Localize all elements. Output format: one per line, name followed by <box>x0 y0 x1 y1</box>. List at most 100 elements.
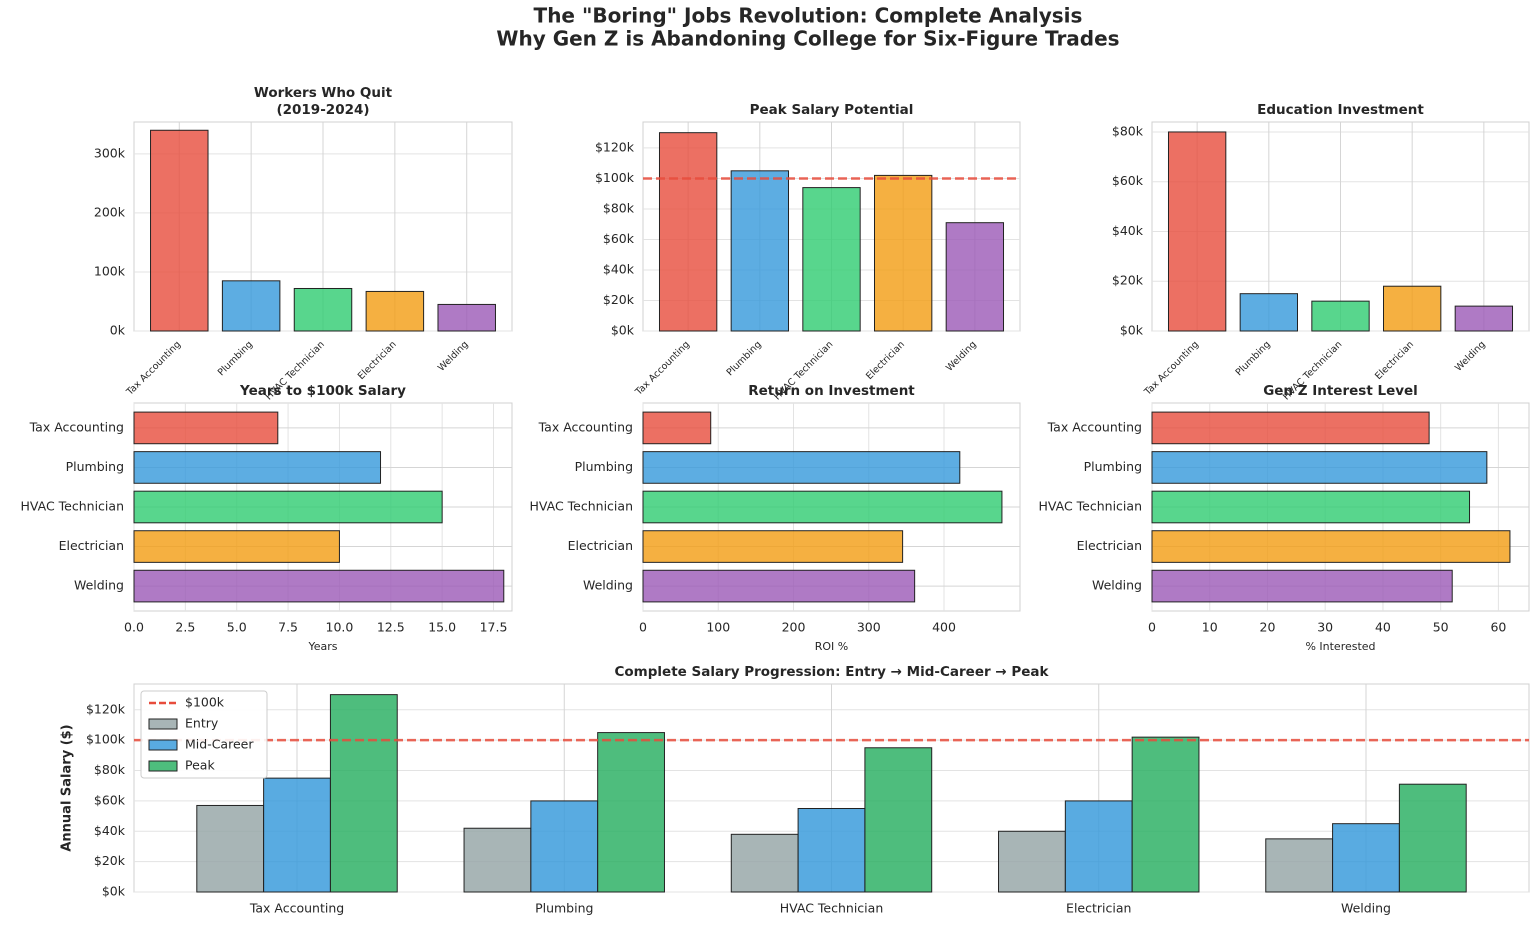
x-tick-label: 2.5 <box>175 620 195 635</box>
x-tick-label: 5.0 <box>227 620 247 635</box>
legend-label: Entry <box>185 716 219 731</box>
x-tick-label: Tax Accounting <box>249 901 344 916</box>
bar <box>730 833 799 893</box>
y-tick-label: $80k <box>1112 123 1144 138</box>
chart-title: Gen Z Interest Level <box>1263 383 1418 399</box>
bar <box>1151 451 1488 484</box>
chart-title: Education Investment <box>1257 102 1424 118</box>
x-tick-label: 0 <box>639 620 647 635</box>
x-tick-label: Tax Accounting <box>1142 339 1201 398</box>
y-axis-label: Annual Salary ($) <box>60 724 75 851</box>
y-tick-label: $80k <box>603 200 635 215</box>
x-tick-label: Welding <box>436 339 471 374</box>
bar <box>1311 300 1370 332</box>
x-tick-label: 15.0 <box>428 620 456 635</box>
bar <box>133 411 279 445</box>
bar <box>133 451 382 484</box>
y-tick-label: Tax Accounting <box>1047 419 1142 434</box>
y-tick-label: 100k <box>94 263 126 278</box>
x-axis-label: ROI % <box>815 640 849 653</box>
y-tick-label: $0k <box>1120 323 1144 338</box>
x-tick-label: 12.5 <box>377 620 405 635</box>
legend-label: $100k <box>185 695 225 710</box>
y-tick-label: $100k <box>595 170 635 185</box>
bar <box>642 411 712 445</box>
y-tick-label: Plumbing <box>1084 459 1142 474</box>
x-tick-label: 100 <box>706 620 730 635</box>
bar <box>864 747 933 893</box>
bar <box>133 530 340 563</box>
bar <box>642 530 904 563</box>
x-tick-label: 0.0 <box>124 620 144 635</box>
x-tick-label: 50 <box>1433 620 1449 635</box>
y-tick-label: Welding <box>583 578 633 593</box>
x-tick-label: 7.5 <box>278 620 298 635</box>
bar <box>365 290 425 332</box>
y-tick-label: $20k <box>1112 273 1144 288</box>
bar <box>1131 736 1200 893</box>
x-axis-label: % Interested <box>1305 640 1375 653</box>
chart-title: Years to $100k Salary <box>239 383 406 399</box>
x-tick-label: Electrician <box>356 339 399 382</box>
bar <box>221 280 281 332</box>
bar <box>1151 530 1511 563</box>
bar <box>1454 305 1514 332</box>
x-tick-label: 30 <box>1317 620 1333 635</box>
y-tick-label: $20k <box>603 292 635 307</box>
x-tick-label: 200 <box>782 620 806 635</box>
x-tick-label: 60 <box>1490 620 1506 635</box>
bar <box>1151 490 1471 524</box>
y-tick-label: Electrician <box>1077 538 1142 553</box>
y-tick-label: Tax Accounting <box>29 419 124 434</box>
bar <box>1151 569 1453 603</box>
bar <box>597 732 665 893</box>
x-tick-label: Tax Accounting <box>633 339 692 398</box>
y-tick-label: $120k <box>595 139 635 154</box>
bar <box>263 777 331 893</box>
bar <box>642 569 916 603</box>
x-tick-label: Tax Accounting <box>124 339 183 398</box>
chart-title: Workers Who Quit <box>254 85 393 101</box>
x-tick-label: 0 <box>1148 620 1156 635</box>
y-tick-label: Electrician <box>59 538 124 553</box>
y-tick-label: $60k <box>1112 173 1144 188</box>
bar <box>150 129 209 332</box>
legend-label: Mid-Career <box>185 737 254 752</box>
chart-title: Peak Salary Potential <box>750 102 914 118</box>
x-tick-label: Electrician <box>1373 339 1416 382</box>
x-tick-label: 40 <box>1375 620 1391 635</box>
x-axis-label: Years <box>307 640 337 653</box>
bar <box>1151 411 1430 445</box>
y-tick-label: $40k <box>94 823 126 838</box>
y-tick-label: $100k <box>86 732 126 747</box>
y-tick-label: $120k <box>86 701 126 716</box>
bar <box>329 694 398 893</box>
y-tick-label: $20k <box>94 853 126 868</box>
bar <box>642 451 961 484</box>
y-tick-label: Plumbing <box>66 459 124 474</box>
bar <box>1064 800 1133 893</box>
bar <box>293 287 353 332</box>
bar <box>658 132 718 332</box>
x-tick-label: Plumbing <box>1234 339 1273 378</box>
x-tick-label: 300 <box>857 620 881 635</box>
y-tick-label: 200k <box>94 204 126 219</box>
x-tick-label: Plumbing <box>216 339 255 378</box>
y-tick-label: HVAC Technician <box>1038 499 1142 514</box>
x-tick-label: Welding <box>944 339 979 374</box>
bar <box>530 800 599 893</box>
chart-title: Return on Investment <box>748 383 915 399</box>
y-tick-label: 300k <box>94 145 126 160</box>
x-tick-label: Electrician <box>1066 901 1131 916</box>
bar <box>196 804 265 893</box>
bar <box>1265 838 1334 893</box>
y-tick-label: Welding <box>1092 578 1142 593</box>
bar <box>945 222 1005 332</box>
bar <box>802 187 861 332</box>
x-tick-label: Welding <box>1453 339 1488 374</box>
y-tick-label: $40k <box>1112 223 1144 238</box>
y-tick-label: HVAC Technician <box>529 499 633 514</box>
y-tick-label: Electrician <box>568 538 633 553</box>
bar <box>874 174 933 332</box>
